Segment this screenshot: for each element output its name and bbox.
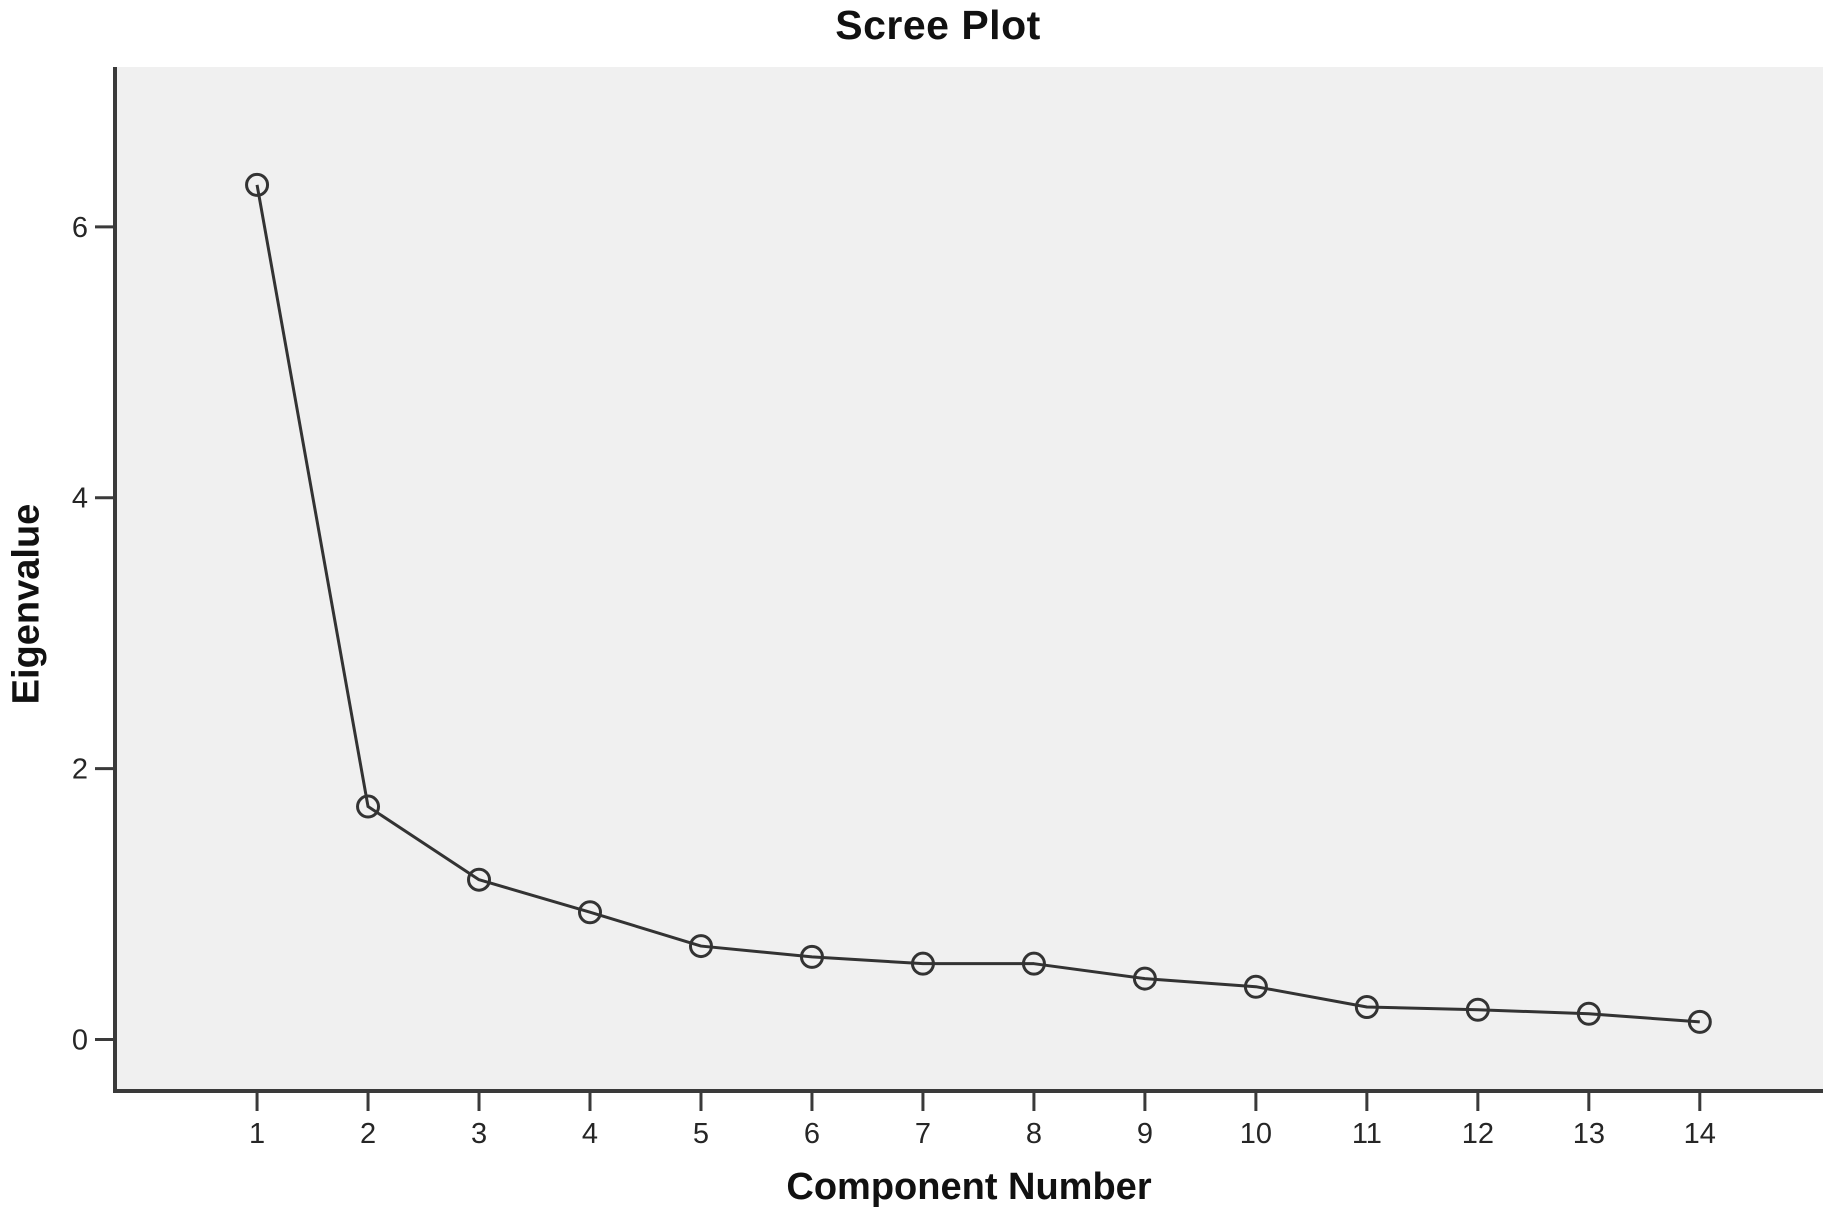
y-tick-label: 0 bbox=[72, 1025, 88, 1057]
y-tick-label: 6 bbox=[72, 212, 88, 244]
data-point-marker bbox=[577, 900, 602, 925]
x-axis-label: Component Number bbox=[786, 1166, 1152, 1208]
x-tick-label: 6 bbox=[804, 1118, 820, 1150]
x-tick-label: 14 bbox=[1684, 1118, 1716, 1150]
x-tick-label: 1 bbox=[249, 1118, 265, 1150]
x-tick-label: 9 bbox=[1137, 1118, 1153, 1150]
x-tick-label: 13 bbox=[1573, 1118, 1605, 1150]
x-tick-label: 11 bbox=[1352, 1118, 1382, 1150]
eigenvalue-line bbox=[255, 184, 1700, 1024]
y-axis-label: Eigenvalue bbox=[5, 503, 48, 705]
x-tick-label: 12 bbox=[1462, 1118, 1494, 1150]
x-tick-label: 2 bbox=[360, 1118, 376, 1150]
data-point-marker bbox=[1576, 1001, 1601, 1026]
data-point-marker bbox=[1021, 951, 1046, 976]
x-tick-label: 7 bbox=[915, 1118, 931, 1150]
data-point-marker bbox=[356, 794, 381, 819]
data-point-marker bbox=[910, 951, 935, 976]
data-point-marker bbox=[1243, 974, 1268, 999]
data-point-marker bbox=[1465, 997, 1490, 1022]
data-point-marker bbox=[799, 944, 824, 969]
y-tick-label: 4 bbox=[72, 483, 88, 515]
x-tick-label: 5 bbox=[693, 1118, 709, 1150]
x-tick-label: 10 bbox=[1240, 1118, 1272, 1150]
data-point-marker bbox=[688, 934, 713, 959]
data-point-marker bbox=[1132, 966, 1157, 991]
x-tick-label: 3 bbox=[471, 1118, 487, 1150]
x-tick-label: 8 bbox=[1026, 1118, 1042, 1150]
chart-title: Scree Plot bbox=[835, 2, 1041, 48]
data-point-marker bbox=[467, 867, 492, 892]
plot-area bbox=[115, 67, 1823, 1091]
x-tick-label: 4 bbox=[582, 1118, 598, 1150]
y-tick-label: 2 bbox=[72, 754, 88, 786]
data-point-marker bbox=[1354, 995, 1379, 1020]
data-point-marker bbox=[1687, 1009, 1712, 1034]
data-point-marker bbox=[245, 172, 270, 197]
